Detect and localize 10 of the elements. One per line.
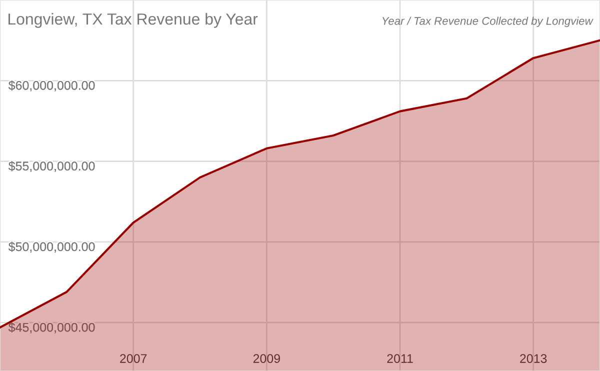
- x-tick-label: 2013: [520, 354, 547, 363]
- text: Longview, TX Tax Revenue by Year: [8, 12, 258, 28]
- text: Year / Tax Revenue Collected by Longview: [382, 16, 594, 28]
- x-tick-label: 2009: [253, 354, 280, 363]
- y-tick-label: $55,000,000.00: [8, 161, 95, 172]
- y-tick-label: $50,000,000.00: [8, 242, 95, 253]
- y-tick-label: $45,000,000.00: [8, 322, 95, 334]
- y-tick-label: $60,000,000.00: [8, 80, 95, 92]
- x-tick-label: 2007: [120, 354, 147, 363]
- x-tick-label: 2011: [387, 354, 413, 363]
